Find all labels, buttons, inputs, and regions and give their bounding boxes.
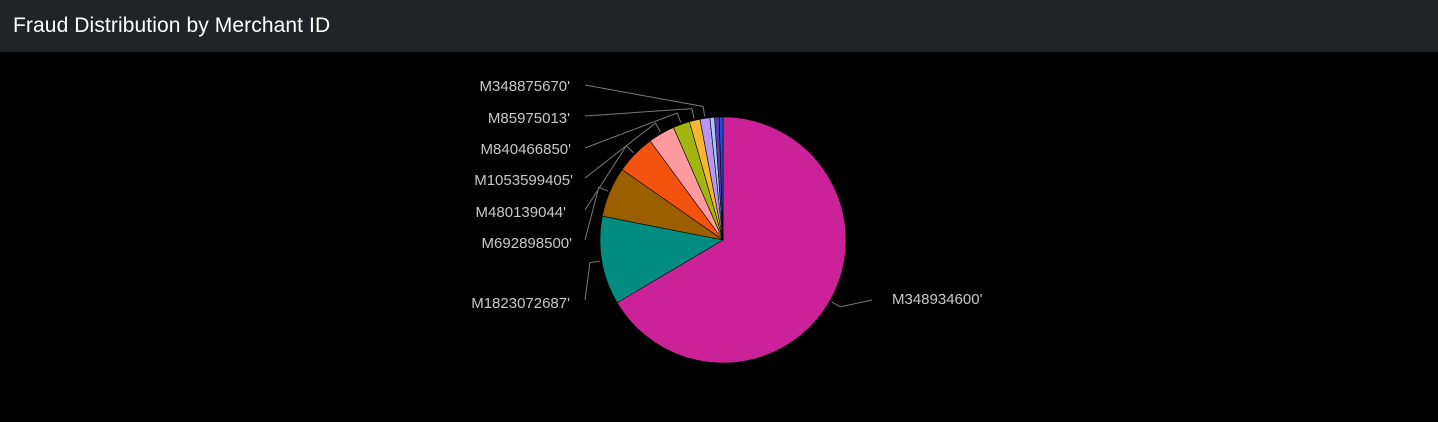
pie-leader-line <box>584 260 600 301</box>
pie-slice[interactable] <box>718 116 724 241</box>
pie-slice-label: M348875670' <box>480 78 571 95</box>
panel-title: Fraud Distribution by Merchant ID <box>13 14 331 37</box>
pie-leader-line <box>584 112 682 149</box>
pie-slice-label: M1053599405' <box>474 172 573 189</box>
pie-slice-label: M692898500' <box>482 235 573 252</box>
pie-leader-line <box>584 186 609 241</box>
pie-slice-label: M348934600' <box>892 291 983 308</box>
pie-leader-line <box>584 84 706 117</box>
pie-leader-line <box>584 108 695 119</box>
panel-header: Fraud Distribution by Merchant ID <box>0 0 1438 52</box>
pie-chart: M348934600' M1823072687' M692898500' M48013… <box>471 78 983 364</box>
pie-leader-line <box>831 299 873 308</box>
pie-leader-line <box>584 122 661 179</box>
pie-chart-area: M348934600' M1823072687' M692898500' M48013… <box>0 52 1438 422</box>
pie-slice-label: M85975013' <box>488 110 570 127</box>
pie-slices <box>599 116 847 364</box>
pie-slice-label: M1823072687' <box>471 295 570 312</box>
pie-slice[interactable] <box>599 215 724 304</box>
pie-slice-label: M840466850' <box>481 141 572 158</box>
pie-slice-label: M480139044' <box>476 204 567 221</box>
pie-labels: M348934600' M1823072687' M692898500' M48013… <box>471 78 982 312</box>
pie-slice[interactable] <box>616 116 847 364</box>
